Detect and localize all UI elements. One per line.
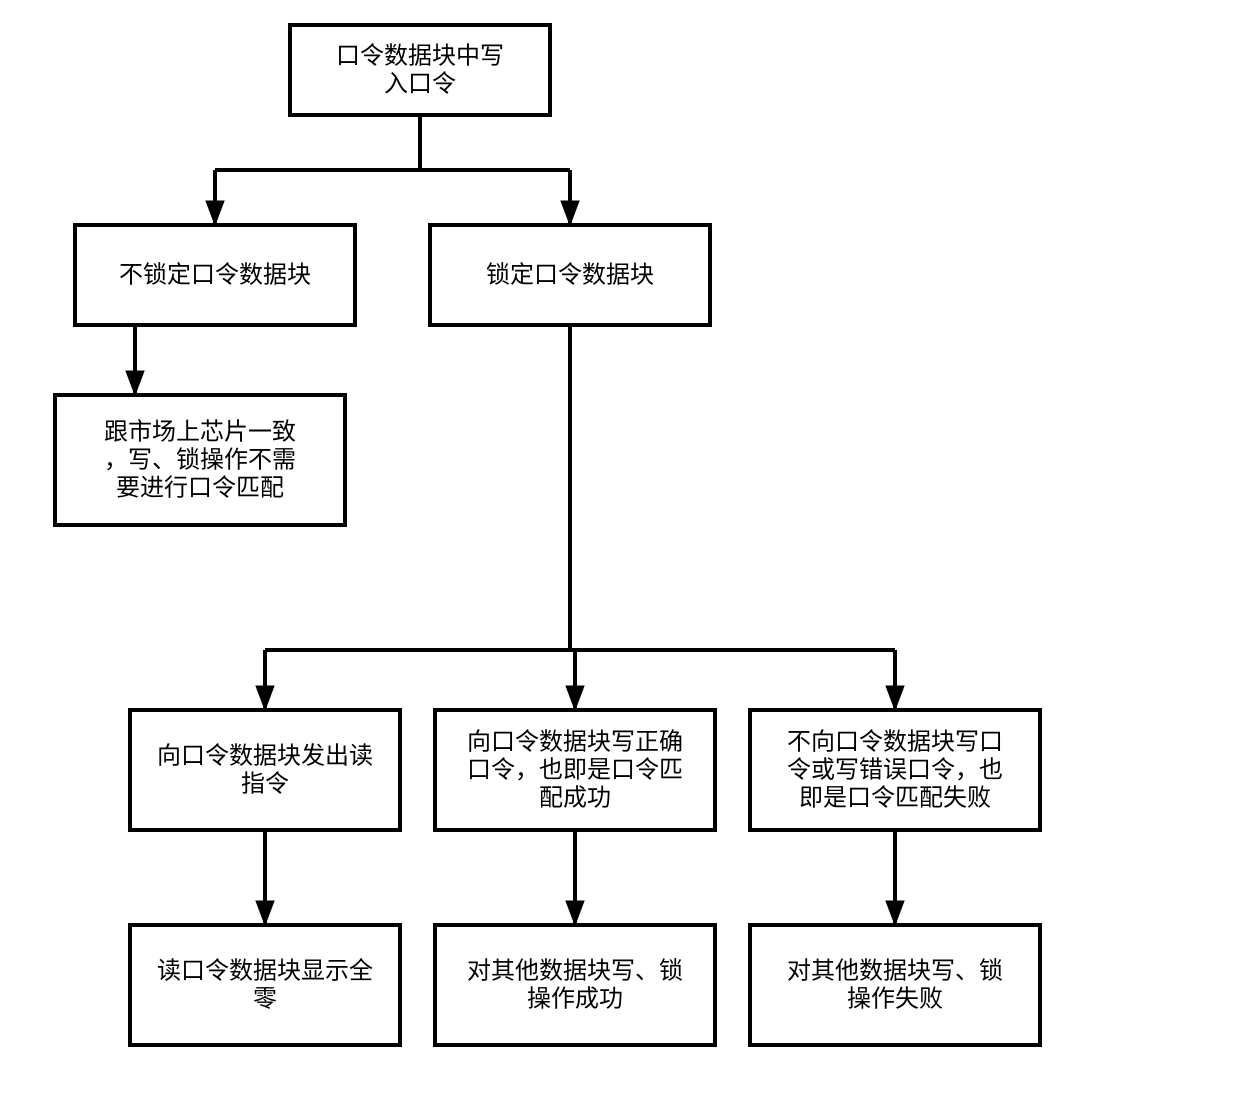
node-write_fail-line-0: 不向口令数据块写口 [787,729,1003,756]
node-op_fail-line-0: 对其他数据块写、锁 [787,958,1003,985]
node-market-line-1: ，写、锁操作不需 [104,447,296,474]
node-read_zero-line-1: 零 [253,987,277,1013]
node-root-line-1: 入口令 [384,71,456,98]
node-read_zero-line-0: 读口令数据块显示全 [157,958,373,985]
node-root [290,25,550,115]
node-write_fail-line-2: 即是口令匹配失败 [799,785,991,812]
node-write_ok-line-1: 口令，也即是口令匹 [467,757,683,784]
node-op_success [435,925,715,1045]
node-market-line-2: 要进行口令匹配 [116,475,284,502]
node-write_ok-line-2: 配成功 [539,785,611,812]
node-op_success-line-1: 操作成功 [527,986,623,1013]
node-write_fail-line-1: 令或写错误口令，也 [787,757,1003,784]
node-op_fail-line-1: 操作失败 [847,986,943,1013]
node-read_cmd [130,710,400,830]
node-root-line-0: 口令数据块中写 [336,43,504,70]
node-write_ok-line-0: 向口令数据块写正确 [467,729,683,756]
node-no_lock-line-0: 不锁定口令数据块 [119,262,311,289]
node-lock-line-0: 锁定口令数据块 [486,262,654,289]
node-read_cmd-line-1: 指令 [241,771,289,798]
node-op_fail [750,925,1040,1045]
node-market-line-0: 跟市场上芯片一致 [104,419,296,446]
node-read_cmd-line-0: 向口令数据块发出读 [157,743,373,770]
node-read_zero [130,925,400,1045]
node-op_success-line-0: 对其他数据块写、锁 [467,958,683,985]
